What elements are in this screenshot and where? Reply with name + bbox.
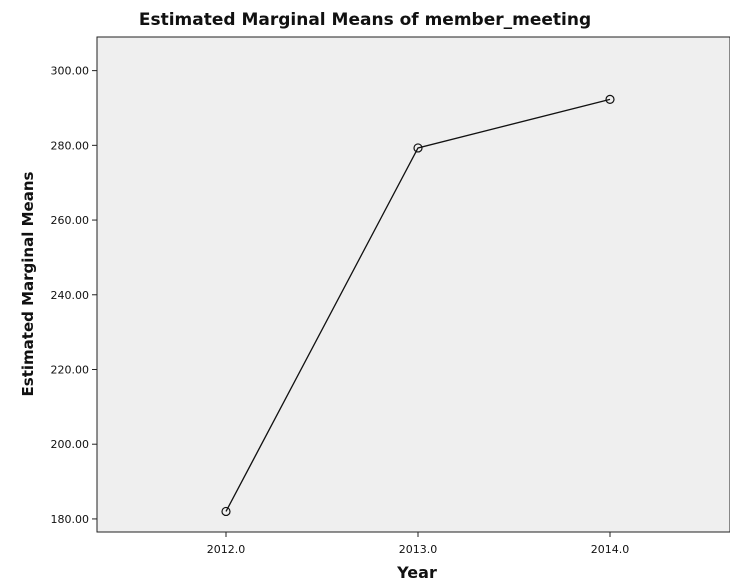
x-tick-label: 2014.0 xyxy=(591,543,630,556)
y-axis: 180.00 200.00 220.00 240.00 260.00 280.00 300.… xyxy=(51,65,97,526)
data-point xyxy=(605,94,615,104)
plot-area xyxy=(96,36,730,533)
data-point xyxy=(221,506,231,517)
y-tick-label: 300.00 xyxy=(51,65,90,78)
chart-title: Estimated Marginal Means of member_meeti… xyxy=(138,10,592,30)
y-tick-label: 280.00 xyxy=(51,139,90,152)
series-line xyxy=(225,98,611,512)
x-axis: 2012.0 2013.0 2014.0 xyxy=(207,532,630,556)
x-axis-label: Year xyxy=(397,563,437,582)
y-tick-label: 260.00 xyxy=(51,214,90,227)
x-tick-label: 2013.0 xyxy=(399,543,438,556)
data-point xyxy=(413,143,423,153)
y-tick-label: 220.00 xyxy=(51,363,90,376)
y-tick-label: 180.00 xyxy=(51,513,90,526)
x-tick-label: 2012.0 xyxy=(207,543,246,556)
y-tick-label: 240.00 xyxy=(51,289,90,302)
y-tick-label: 200.00 xyxy=(51,438,90,451)
series-layer xyxy=(221,94,615,517)
